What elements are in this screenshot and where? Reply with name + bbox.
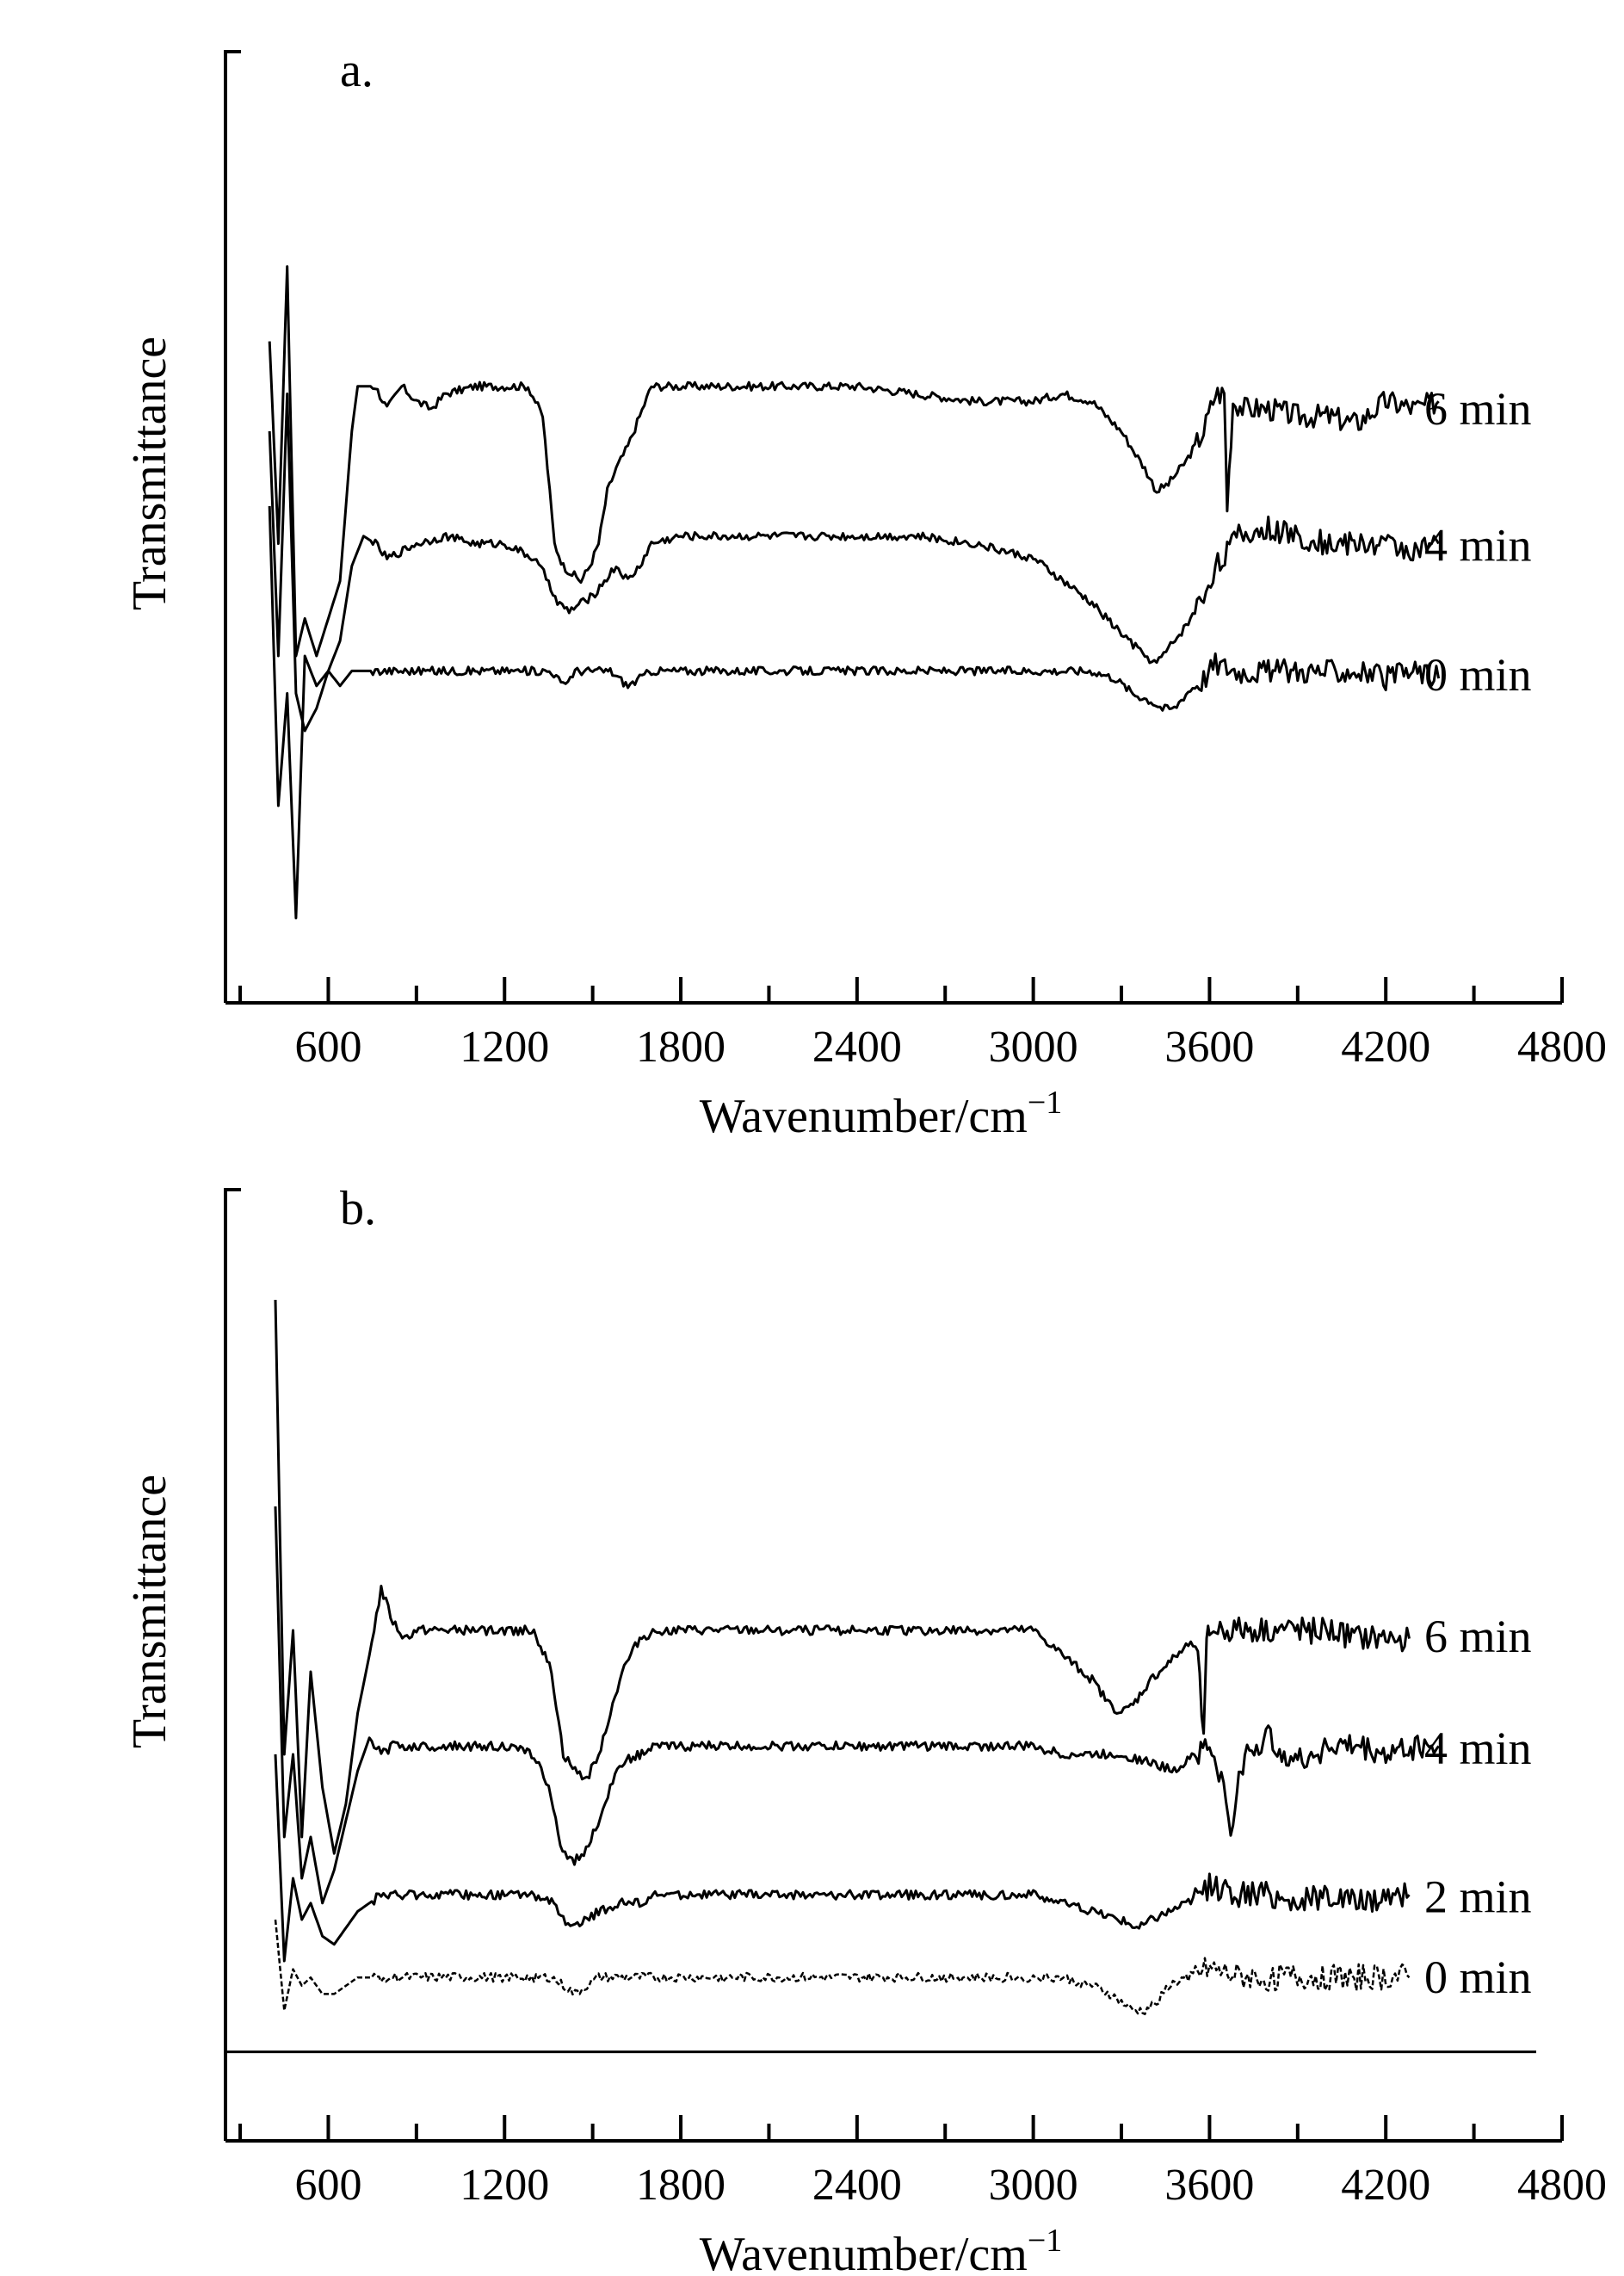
- y-axis-title: Transmittance: [123, 337, 176, 610]
- x-tick-label: 4800: [1517, 2161, 1607, 2210]
- series-line-6-min: [268, 265, 1440, 658]
- series-label-4-min: 4 min: [1424, 520, 1532, 572]
- series-line-4-min: [274, 1506, 1440, 1905]
- x-tick-label: 3600: [1164, 1023, 1254, 1072]
- x-tick-label: 3000: [989, 2161, 1078, 2210]
- x-tick-label: 1800: [636, 1023, 726, 1072]
- x-tick-label: 3600: [1164, 2161, 1254, 2210]
- series-label-0-min: 0 min: [1424, 649, 1532, 701]
- series-label-0-min: 0 min: [1424, 1951, 1532, 2003]
- series-line-4-min: [268, 393, 1440, 733]
- x-axis-title: Wavenumber/cm−1: [700, 2223, 1063, 2276]
- y-axis-line: [224, 1188, 241, 2141]
- series-line-0-min: [268, 505, 1441, 919]
- panel-label: a.: [340, 44, 374, 97]
- y-axis-title: Transmittance: [123, 1475, 176, 1748]
- series-label-4-min: 4 min: [1424, 1722, 1532, 1774]
- chart-a-svg: 600 1200 1800 2400 3000 3600 4200 4800 Wavenumbe…: [123, 44, 1607, 1138]
- series-line-6-min: [274, 1299, 1411, 1855]
- series-line-2-min: [274, 1753, 1411, 1963]
- panel-label: b.: [340, 1182, 376, 1235]
- series-label-2-min: 2 min: [1424, 1871, 1532, 1923]
- chart-panel-a: 600 1200 1800 2400 3000 3600 4200 4800 Wavenumbe…: [123, 44, 1607, 1138]
- x-tick-label: 4200: [1341, 2161, 1430, 2210]
- series-label-6-min: 6 min: [1424, 1611, 1532, 1662]
- series-label-6-min: 6 min: [1424, 383, 1532, 435]
- x-tick-label: 600: [294, 2161, 361, 2210]
- series-line-0-min: [274, 1919, 1411, 2016]
- x-tick-label: 2400: [812, 1023, 902, 1072]
- chart-panel-b: 600 1200 1800 2400 3000 3600 4200 4800 Wavenumbe…: [0, 1138, 1624, 2276]
- x-tick-label: 600: [294, 1023, 361, 1072]
- x-tick-label: 1800: [636, 2161, 726, 2210]
- x-tick-label: 1200: [460, 1023, 549, 1072]
- x-tick-label: 4800: [1517, 1023, 1607, 1072]
- x-axis-title: Wavenumber/cm−1: [700, 1085, 1063, 1138]
- x-tick-label: 4200: [1341, 1023, 1430, 1072]
- x-tick-label: 2400: [812, 2161, 902, 2210]
- x-tick-label: 3000: [989, 1023, 1078, 1072]
- chart-b-svg: 600 1200 1800 2400 3000 3600 4200 4800 Wavenumbe…: [123, 1182, 1607, 2276]
- y-axis-line: [224, 50, 241, 1003]
- x-tick-label: 1200: [460, 2161, 549, 2210]
